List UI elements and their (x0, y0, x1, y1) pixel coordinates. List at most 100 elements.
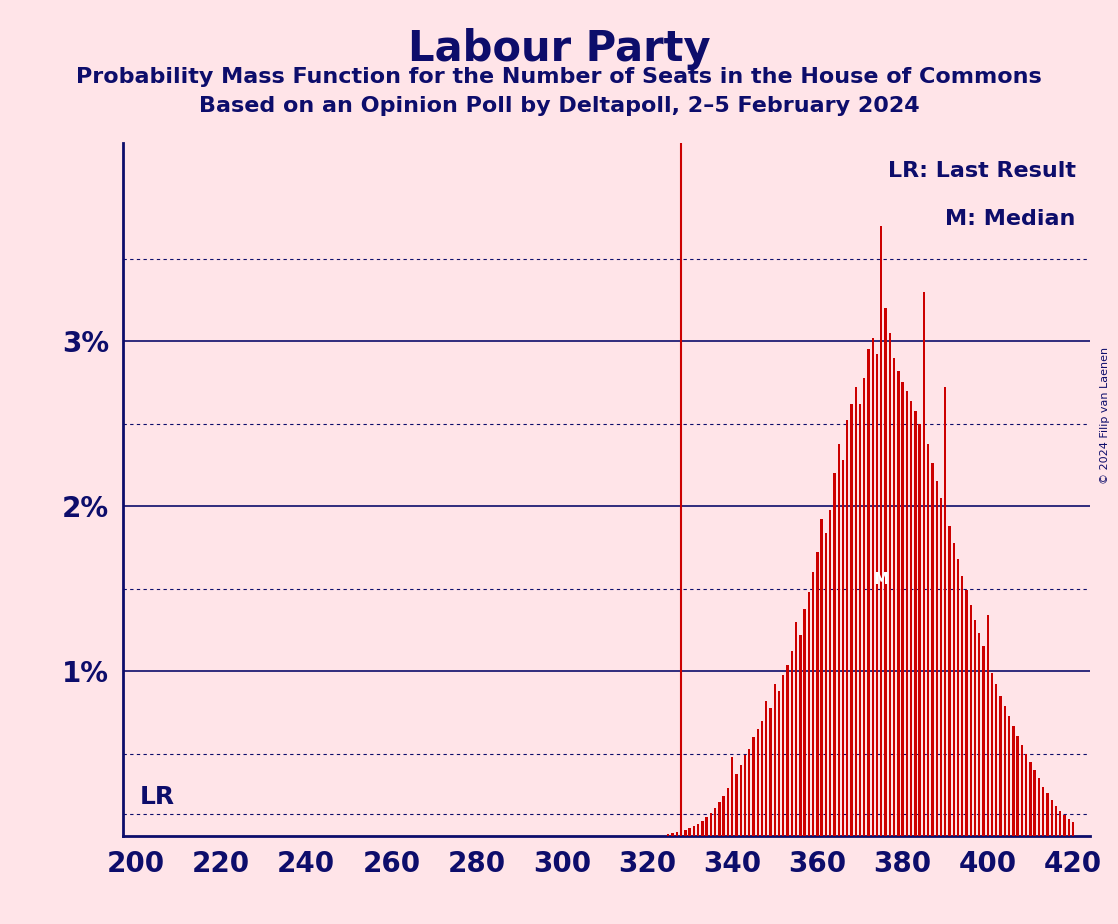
Bar (978, 633, 980, 836)
Bar (931, 463, 934, 836)
Bar (969, 605, 972, 836)
Bar (705, 817, 708, 836)
Bar (710, 813, 712, 836)
Bar (722, 796, 724, 836)
Bar (667, 833, 670, 836)
Bar (765, 701, 767, 836)
Bar (731, 757, 733, 836)
Bar (1051, 800, 1053, 836)
Text: Probability Mass Function for the Number of Seats in the House of Commons: Probability Mass Function for the Number… (76, 67, 1042, 87)
Bar (1072, 822, 1074, 836)
Bar (830, 509, 832, 836)
Bar (769, 708, 771, 836)
Text: © 2024 Filip van Laenen: © 2024 Filip van Laenen (1100, 347, 1110, 484)
Text: LR: Last Result: LR: Last Result (888, 161, 1076, 180)
Bar (944, 387, 946, 836)
Bar (1042, 786, 1044, 836)
Bar (893, 358, 896, 836)
Bar (851, 404, 853, 836)
Bar (1063, 815, 1065, 836)
Bar (795, 622, 797, 836)
Bar (965, 590, 968, 836)
Bar (868, 349, 870, 836)
Bar (697, 824, 699, 836)
Bar (940, 498, 942, 836)
Bar (859, 404, 861, 836)
Bar (837, 444, 840, 836)
Bar (961, 576, 964, 836)
Bar (812, 572, 814, 836)
Bar (748, 748, 750, 836)
Bar (901, 383, 903, 836)
Bar (774, 685, 776, 836)
Bar (1033, 771, 1036, 836)
Bar (799, 635, 802, 836)
Text: Based on an Opinion Poll by Deltapoll, 2–5 February 2024: Based on an Opinion Poll by Deltapoll, 2… (199, 96, 919, 116)
Bar (1025, 754, 1027, 836)
Bar (1068, 819, 1070, 836)
Bar (922, 292, 925, 836)
Bar (778, 691, 780, 836)
Bar (957, 559, 959, 836)
Bar (790, 651, 793, 836)
Text: M: Median: M: Median (945, 209, 1076, 229)
Bar (842, 460, 844, 836)
Bar (714, 808, 717, 836)
Bar (757, 729, 759, 836)
Bar (974, 620, 976, 836)
Bar (1016, 736, 1018, 836)
Bar (999, 696, 1002, 836)
Bar (804, 609, 806, 836)
Bar (825, 532, 827, 836)
Bar (936, 481, 938, 836)
Bar (743, 756, 746, 836)
Bar (915, 410, 917, 836)
Text: Labour Party: Labour Party (408, 28, 710, 69)
Bar (684, 830, 686, 836)
Bar (1038, 778, 1040, 836)
Bar (1012, 725, 1014, 836)
Bar (761, 721, 764, 836)
Bar (675, 833, 678, 836)
Bar (884, 309, 887, 836)
Bar (727, 788, 729, 836)
Bar (863, 378, 865, 836)
Bar (736, 773, 738, 836)
Bar (991, 673, 993, 836)
Bar (983, 647, 985, 836)
Bar (1004, 706, 1006, 836)
Bar (1021, 746, 1023, 836)
Bar (854, 387, 856, 836)
Bar (875, 355, 879, 836)
Bar (1008, 716, 1011, 836)
Bar (986, 615, 989, 836)
Bar (927, 444, 929, 836)
Bar (906, 391, 908, 836)
Bar (689, 828, 691, 836)
Bar (1054, 806, 1058, 836)
Bar (1046, 794, 1049, 836)
Bar (846, 420, 849, 836)
Bar (718, 802, 721, 836)
Bar (693, 826, 695, 836)
Bar (880, 225, 882, 836)
Bar (701, 821, 703, 836)
Bar (1030, 762, 1032, 836)
Bar (897, 371, 900, 836)
Bar (807, 592, 811, 836)
Bar (816, 553, 818, 836)
Text: LR: LR (140, 785, 176, 809)
Bar (953, 542, 955, 836)
Bar (872, 338, 874, 836)
Bar (739, 765, 742, 836)
Bar (889, 333, 891, 836)
Bar (910, 401, 912, 836)
Text: M: M (874, 572, 889, 588)
Bar (783, 675, 785, 836)
Bar (919, 424, 921, 836)
Bar (752, 737, 755, 836)
Bar (833, 473, 835, 836)
Bar (995, 685, 997, 836)
Bar (786, 664, 788, 836)
Bar (821, 519, 823, 836)
